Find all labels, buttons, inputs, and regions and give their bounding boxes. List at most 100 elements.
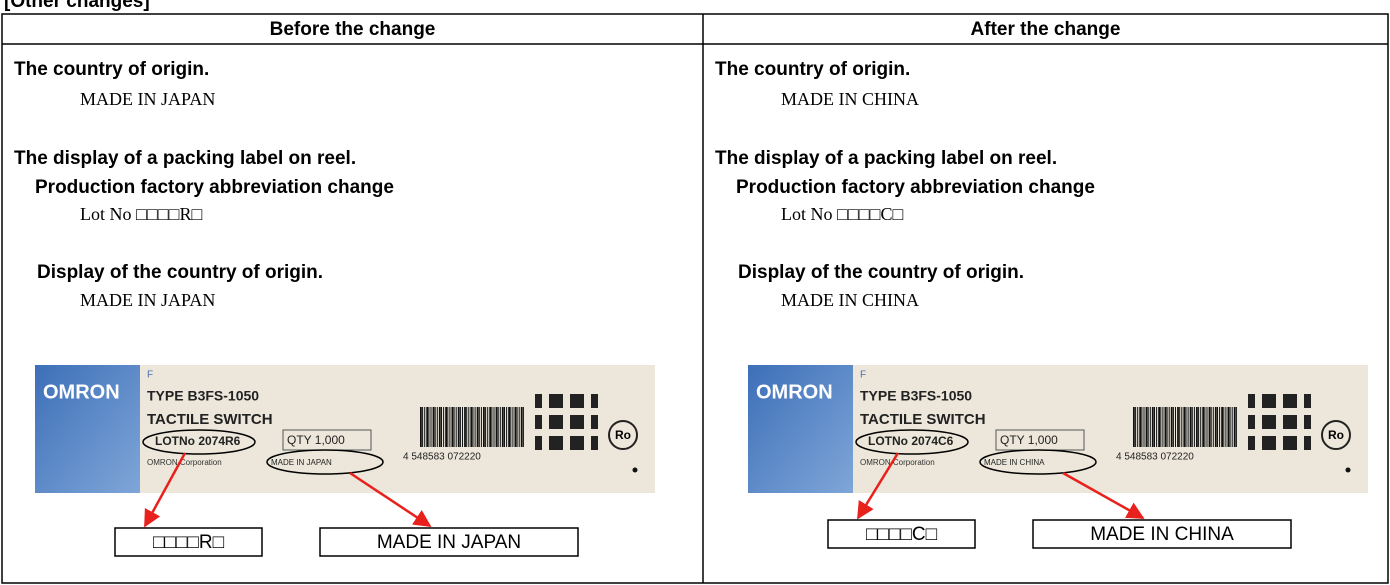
barcode-bar [1219, 407, 1221, 447]
barcode-bar [472, 407, 474, 447]
barcode-bar [430, 407, 432, 447]
brand: OMRON [756, 381, 833, 403]
qr-cell [1262, 415, 1269, 422]
barcode-bar [443, 407, 445, 447]
qr-cell [1290, 436, 1297, 443]
qr-cell [591, 394, 598, 401]
brand: OMRON [43, 381, 120, 403]
qr-cell [570, 394, 577, 401]
barcode-bar [1202, 407, 1205, 447]
qr-cell [1290, 443, 1297, 450]
qr-cell [1283, 422, 1290, 429]
qr-cell [570, 401, 577, 408]
barcode-bar [424, 407, 426, 447]
subheading: Production factory abbreviation change [736, 177, 1095, 198]
qty: QTY 1,000 [1000, 433, 1058, 447]
barcode-bar [1133, 407, 1135, 447]
heading: The country of origin. [14, 59, 209, 80]
highlight [142, 429, 256, 455]
barcode-bar [1172, 407, 1174, 447]
barcode-bar [499, 407, 501, 447]
qr-cell [535, 436, 542, 443]
lot-text: Lot No □□□□C□ [781, 204, 903, 224]
qr-cell [549, 415, 556, 422]
barcode-bar [1166, 407, 1168, 447]
mark-circle [608, 420, 638, 450]
qr-cell [549, 422, 556, 429]
qr-cell [535, 415, 542, 422]
subheading: Production factory abbreviation change [35, 177, 394, 198]
barcode-bar [1160, 407, 1162, 447]
barcode-bar [489, 407, 492, 447]
qr-cell [1304, 436, 1311, 443]
barcode-bar [1193, 407, 1195, 447]
barcode-bar [1221, 407, 1223, 447]
barcode-bar [1185, 407, 1187, 447]
callout-box [114, 527, 263, 557]
barcode-bar [449, 407, 451, 447]
qr-cell [577, 415, 584, 422]
qr-cell [577, 401, 584, 408]
table-border [1, 13, 1389, 584]
heading: The display of a packing label on reel. [715, 148, 1057, 169]
barcode-bar [1162, 407, 1164, 447]
barcode-bar [491, 407, 493, 447]
barcode-bar [462, 407, 463, 447]
arrow [143, 452, 187, 528]
qr-cell [577, 394, 584, 401]
qr-cell [591, 436, 598, 443]
barcode-bar [510, 407, 512, 447]
value: MADE IN CHINA [781, 89, 919, 109]
heading: Display of the country of origin. [738, 262, 1024, 283]
value: MADE IN JAPAN [80, 290, 215, 310]
qr-cell [1304, 422, 1311, 429]
barcode-bar [476, 407, 479, 447]
mark-circle [1321, 420, 1351, 450]
qr-cell [549, 443, 556, 450]
barcode-bar [1223, 407, 1225, 447]
qr-cell [1304, 401, 1311, 408]
barcode-bar [420, 407, 422, 447]
qr-cell [570, 443, 577, 450]
barcode-bar [441, 407, 442, 447]
barcode-bar [1177, 407, 1179, 447]
barcode-bar [1135, 407, 1137, 447]
qr-cell [1248, 415, 1255, 422]
barcode-bar [1175, 407, 1176, 447]
barcode-bar [1154, 407, 1155, 447]
barcode-bar [1217, 407, 1218, 447]
qr-cell [556, 401, 563, 408]
qr-cell [1290, 394, 1297, 401]
barcode-bar [1158, 407, 1160, 447]
barcode-bar [495, 407, 498, 447]
qr-cell [591, 443, 598, 450]
qr-cell [1283, 436, 1290, 443]
barcode-bar [1181, 407, 1183, 447]
barcode-bar [1170, 407, 1173, 447]
qty: QTY 1,000 [287, 433, 345, 447]
heading: Display of the country of origin. [37, 262, 323, 283]
lot: LOTNo 2074R6 [155, 434, 241, 448]
barcode-bar [457, 407, 460, 447]
qr-cell [1248, 394, 1255, 401]
product: TACTILE SWITCH [147, 411, 273, 428]
heading: The display of a packing label on reel. [14, 148, 356, 169]
value: MADE IN CHINA [781, 290, 919, 310]
qr-cell [591, 415, 598, 422]
product: TACTILE SWITCH [860, 411, 986, 428]
qr-cell [1290, 401, 1297, 408]
barcode-bar [504, 407, 505, 447]
label-brand-area [748, 365, 853, 493]
barcode-bar [1233, 407, 1236, 447]
barcode-bar [1145, 407, 1148, 447]
qr-cell [577, 443, 584, 450]
qr-cell [1269, 443, 1276, 450]
barcode-bar [451, 407, 454, 447]
qr-cell [1262, 401, 1269, 408]
qr-cell [1304, 415, 1311, 422]
barcode-bar [474, 407, 476, 447]
barcode-bar [428, 407, 430, 447]
barcode-bar [1198, 407, 1200, 447]
qr-cell [1283, 443, 1290, 450]
barcode-bar [1187, 407, 1189, 447]
